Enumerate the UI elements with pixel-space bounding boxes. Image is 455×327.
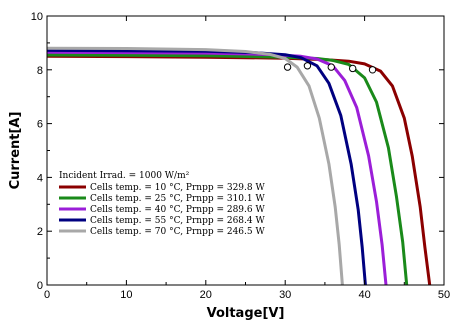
x-tick-label: 40: [358, 289, 370, 301]
mpp-point-3: [327, 63, 335, 71]
series-line-3: [46, 50, 388, 286]
x-axis-title: Voltage[V]: [207, 306, 285, 321]
series-line-4: [46, 48, 367, 286]
legend-entry-1: Cells temp. = 10 °C, Prnpp = 329.8 W: [90, 183, 265, 193]
x-tick-label: 10: [120, 289, 132, 301]
mpp-point-2: [348, 64, 357, 73]
y-tick-label: 2: [37, 226, 43, 238]
mpp-point-1: [368, 66, 377, 74]
y-axis-title: Current[A]: [8, 112, 23, 190]
x-tick-label: 0: [44, 289, 50, 301]
legend-entry-2: Cells temp. = 25 °C, Prnpp = 310.1 W: [90, 194, 265, 204]
legend-entry-4: Cells temp. = 55 °C, Prnpp = 268.4 W: [90, 216, 265, 226]
x-tick-label: 50: [438, 289, 450, 301]
y-tick-label: 0: [37, 280, 43, 292]
legend-entry-3: Cells temp. = 40 °C, Prnpp = 289.6 W: [90, 205, 265, 215]
x-tick-label: 30: [279, 289, 291, 301]
mpp-point-5: [283, 63, 292, 71]
mpp-point-4: [303, 62, 312, 70]
legend: Incident Irrad. = 1000 W/m² Cells temp. …: [59, 171, 265, 237]
ticks-layer: 0 10 20 30 40 50 0 2 4 6 8 10: [31, 11, 450, 301]
legend-entry-5: Cells temp. = 70 °C, Prnpp = 246.5 W: [90, 227, 265, 237]
y-tick-label: 6: [37, 119, 43, 131]
legend-title: Incident Irrad. = 1000 W/m²: [59, 171, 190, 181]
series-line-5: [46, 46, 344, 286]
series-line-2: [46, 53, 409, 286]
y-tick-label: 10: [31, 11, 43, 23]
y-tick-label: 4: [37, 172, 43, 184]
x-tick-label: 20: [200, 289, 212, 301]
plot-marks: [46, 46, 432, 286]
y-tick-label: 8: [37, 65, 43, 77]
